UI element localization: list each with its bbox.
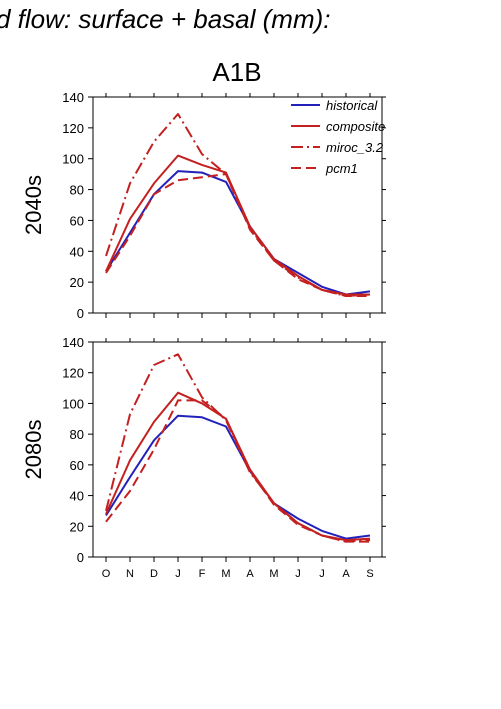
x-tick-label: A — [342, 568, 350, 580]
page-title: d flow: surface + basal (mm): — [0, 4, 331, 34]
series-line-pcm1 — [105, 173, 370, 297]
panel-2040s: 0 20 40 60 80 100 120 140 2040s — [21, 90, 386, 321]
x-tick-label: J — [295, 568, 301, 580]
x-tick-label: J — [319, 568, 325, 580]
scenario-title: A1B — [212, 57, 261, 87]
x-tick-label: D — [150, 568, 158, 580]
y-tick-label: 120 — [62, 121, 84, 136]
y-tick-label: 0 — [77, 550, 84, 565]
y-tick-label: 20 — [70, 275, 84, 290]
y-tick-label: 140 — [62, 335, 84, 350]
period-label: 2080s — [21, 420, 46, 480]
legend-label: pcm1 — [325, 161, 358, 176]
y-tick-label: 100 — [62, 396, 84, 411]
x-tick-label: A — [246, 568, 254, 580]
x-tick-label: N — [126, 568, 134, 580]
series-line-composite — [105, 154, 370, 296]
y-tick-label: 60 — [70, 213, 84, 228]
x-tick-label: O — [102, 568, 111, 580]
period-label: 2040s — [21, 175, 46, 235]
y-tick-label: 80 — [70, 183, 84, 198]
series-line-pcm1 — [105, 399, 370, 543]
y-tick-label: 40 — [70, 244, 84, 259]
y-tick-label: 100 — [62, 152, 84, 167]
y-tick-label: 40 — [70, 489, 84, 504]
y-tick-label: 80 — [70, 427, 84, 442]
series-line-historical — [105, 170, 371, 296]
x-tick-label: M — [221, 568, 230, 580]
x-tick-label: J — [175, 568, 181, 580]
y-tick-label: 120 — [62, 366, 84, 381]
legend: historical composite miroc_3.2 pcm1 — [291, 98, 385, 176]
legend-label: miroc_3.2 — [326, 140, 384, 155]
x-tick-label: S — [366, 568, 373, 580]
legend-label: composite — [326, 119, 385, 134]
plot-frame — [92, 341, 383, 558]
y-tick-label: 0 — [77, 306, 84, 321]
y-tick-label: 140 — [62, 90, 84, 105]
x-tick-label: F — [199, 568, 206, 580]
series-line-miroc-3-2 — [105, 353, 371, 543]
series-line-composite — [105, 391, 371, 542]
legend-label: historical — [326, 98, 378, 113]
x-tick-label: M — [269, 568, 278, 580]
plot-frame — [92, 96, 383, 314]
y-tick-label: 20 — [70, 519, 84, 534]
panel-2080s: 0 20 40 60 80 100 120 140 O N D J F M A M J J A S 2080s — [21, 335, 386, 580]
y-tick-label: 60 — [70, 458, 84, 473]
